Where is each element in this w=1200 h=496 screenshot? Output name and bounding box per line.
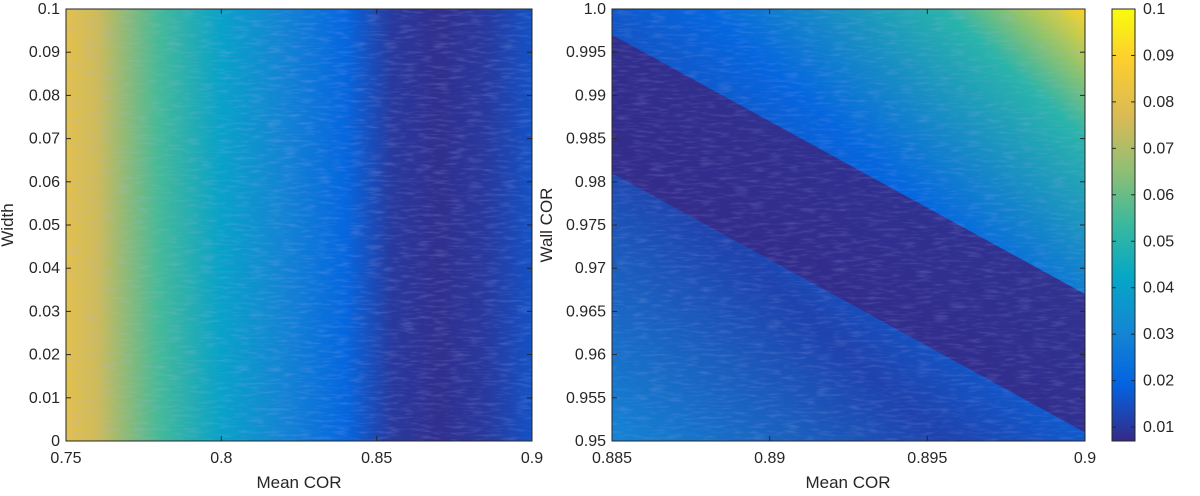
left-y-tick-label: 0.06 (29, 174, 60, 191)
right-y-tick-label: 0.975 (566, 217, 606, 234)
right-y-tick-label: 0.99 (575, 87, 606, 104)
left-y-tick-label: 0.08 (29, 87, 60, 104)
right-y-tick-label: 0.965 (566, 303, 606, 320)
colorbar-tick-label: 0.1 (1143, 1, 1165, 18)
left-y-axis: 0 0.01 0.02 0.03 0.04 0.05 0.06 0.07 0.08 0.09 0.1 (29, 1, 532, 450)
right-y-axis: 0.95 0.955 0.96 0.965 0.97 0.975 0.98 0.985 0.99… (566, 1, 1085, 450)
right-y-tick-label: 0.97 (575, 260, 606, 277)
right-y-tick-label: 0.995 (566, 44, 606, 61)
left-y-tick-label: 0.03 (29, 303, 60, 320)
right-y-tick-label: 1.0 (584, 1, 606, 18)
right-y-tick-label: 0.96 (575, 347, 606, 364)
left-heatmap-surface (66, 9, 532, 441)
colorbar-tick-label: 0.06 (1143, 187, 1174, 204)
left-heatmap-speckle (66, 9, 532, 441)
left-y-tick-label: 0.01 (29, 390, 60, 407)
colorbar-gradient (1111, 8, 1136, 442)
right-x-tick-label: 0.9 (1074, 450, 1096, 467)
colorbar-ticks: 0.01 0.02 0.03 0.04 0.05 0.06 0.07 0.08 0.09 0.1 (1112, 1, 1174, 436)
right-heatmap-surface (612, 9, 1085, 441)
right-x-tick-label: 0.885 (592, 450, 632, 467)
right-heatmap-panel: 0.885 0.89 0.895 0.9 0.95 0.955 0.96 0.965 0.97… (537, 1, 1096, 492)
colorbar: 0.01 0.02 0.03 0.04 0.05 0.06 0.07 0.08 0.09 0.1 (1111, 1, 1174, 442)
right-y-tick-label: 0.955 (566, 390, 606, 407)
left-x-tick-label: 0.85 (361, 450, 392, 467)
right-y-tick-label: 0.985 (566, 131, 606, 148)
left-y-tick-label: 0.02 (29, 347, 60, 364)
left-y-axis-label: Width (0, 203, 17, 246)
right-y-tick-label: 0.98 (575, 174, 606, 191)
right-x-tick-label: 0.895 (907, 450, 947, 467)
left-y-tick-label: 0.04 (29, 260, 60, 277)
colorbar-tick-label: 0.09 (1143, 47, 1174, 64)
left-y-tick-label: 0 (51, 433, 60, 450)
right-y-axis-label: Wall COR (537, 188, 556, 263)
right-x-axis: 0.885 0.89 0.895 0.9 (592, 9, 1096, 467)
left-x-tick-label: 0.75 (50, 450, 81, 467)
left-y-tick-label: 0.07 (29, 131, 60, 148)
left-x-axis-label: Mean COR (256, 473, 341, 492)
left-x-axis: 0.75 0.8 0.85 0.9 (50, 9, 543, 467)
right-x-tick-label: 0.89 (754, 450, 785, 467)
left-x-tick-label: 0.8 (210, 450, 232, 467)
right-y-tick-label: 0.95 (575, 433, 606, 450)
left-x-tick-label: 0.9 (521, 450, 543, 467)
colorbar-tick-label: 0.02 (1143, 373, 1174, 390)
left-y-tick-label: 0.09 (29, 44, 60, 61)
left-heatmap-panel: 0.75 0.8 0.85 0.9 0 0.01 0.02 0.03 0.04 0.05 0.06… (0, 1, 543, 492)
colorbar-tick-label: 0.04 (1143, 280, 1174, 297)
colorbar-tick-label: 0.08 (1143, 94, 1174, 111)
right-heatmap-speckle (612, 9, 1085, 441)
right-x-axis-label: Mean COR (805, 473, 890, 492)
colorbar-tick-label: 0.05 (1143, 233, 1174, 250)
left-y-tick-label: 0.05 (29, 217, 60, 234)
colorbar-tick-label: 0.01 (1143, 419, 1174, 436)
colorbar-tick-label: 0.03 (1143, 326, 1174, 343)
colorbar-tick-label: 0.07 (1143, 140, 1174, 157)
left-y-tick-label: 0.1 (38, 1, 60, 18)
